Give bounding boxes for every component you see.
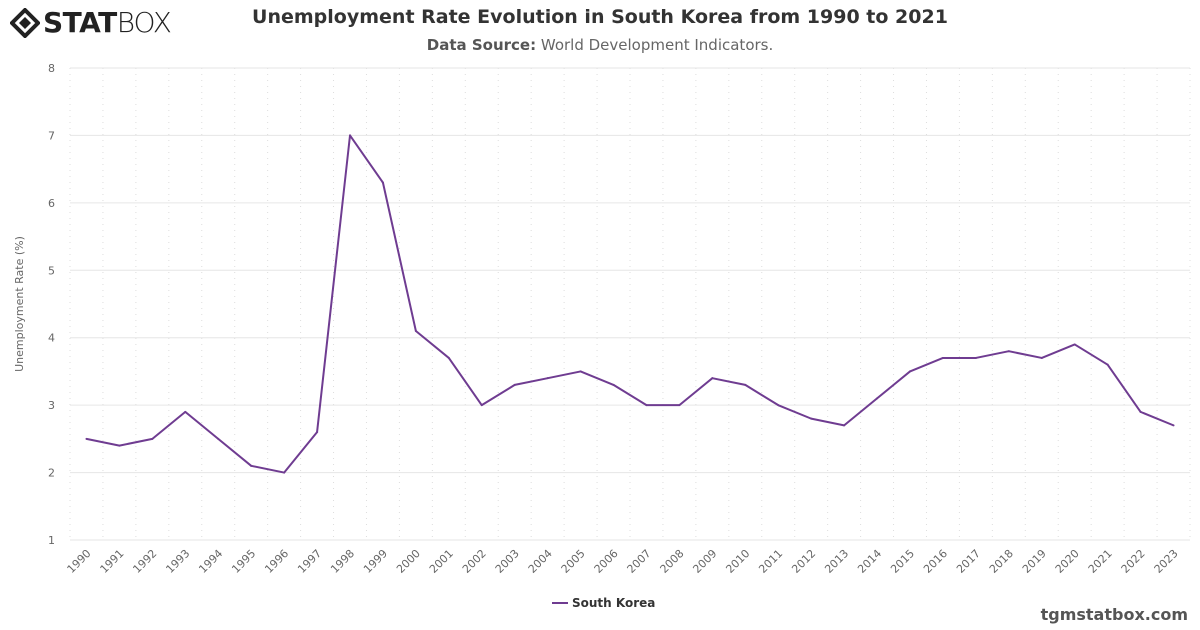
series-line [86, 134, 1174, 474]
data-point [1007, 350, 1010, 353]
x-tick-label: 1999 [361, 547, 390, 576]
x-tick-label: 2010 [723, 547, 752, 576]
y-tick-label: 3 [48, 399, 55, 412]
x-tick-label: 2019 [1020, 547, 1049, 576]
logo-text-light: BOX [116, 6, 172, 39]
x-tick-label: 2016 [921, 547, 950, 576]
x-tick-label: 2006 [592, 547, 621, 576]
x-tick-label: 2012 [789, 547, 818, 576]
x-tick-label: 2009 [690, 547, 719, 576]
x-tick-label: 2023 [1152, 547, 1181, 576]
subtitle-label: Data Source: [426, 36, 537, 54]
data-point [447, 356, 450, 359]
y-tick-label: 2 [48, 467, 55, 480]
data-point [184, 410, 187, 413]
data-point [151, 437, 154, 440]
x-tick-label: 2003 [493, 547, 522, 576]
x-tick-label: 2022 [1119, 547, 1148, 576]
x-tick-label: 1991 [98, 547, 127, 576]
x-tick-label: 2007 [625, 547, 654, 576]
data-point [1139, 410, 1142, 413]
data-point [744, 383, 747, 386]
data-point [414, 329, 417, 332]
data-point [1040, 356, 1043, 359]
data-point [118, 444, 121, 447]
x-tick-label: 2001 [427, 547, 456, 576]
data-point [909, 370, 911, 373]
y-tick-label: 1 [48, 534, 55, 547]
y-tick-label: 7 [48, 129, 55, 142]
subtitle-value: World Development Indicators. [540, 36, 774, 54]
logo-text-bold: STAT [43, 6, 117, 39]
x-tick-label: 1998 [328, 547, 357, 576]
data-point [480, 404, 483, 407]
x-tick-label: 2000 [394, 547, 423, 576]
y-tick-label: 6 [48, 197, 55, 210]
y-tick-label: 4 [48, 332, 55, 345]
data-point [513, 383, 516, 386]
chart-subtitle: Data Source: World Development Indicator… [0, 36, 1200, 54]
x-tick-label: 1993 [163, 547, 192, 576]
data-point [810, 417, 813, 420]
x-tick-label: 1996 [262, 547, 291, 576]
statbox-logo: STAT BOX [10, 6, 172, 39]
data-point [283, 471, 286, 474]
data-point [876, 397, 879, 400]
x-tick-label: 2015 [888, 547, 917, 576]
data-point [1073, 343, 1076, 346]
data-point [349, 134, 351, 137]
x-tick-label: 2008 [658, 547, 687, 576]
x-tick-label: 2018 [987, 547, 1016, 576]
x-tick-label: 2014 [855, 547, 884, 576]
x-tick-label: 1990 [65, 547, 94, 576]
y-axis-label: Unemployment Rate (%) [13, 236, 26, 372]
data-point [612, 383, 615, 386]
x-tick-label: 2004 [526, 547, 555, 576]
x-tick-label: 2011 [756, 547, 785, 576]
x-tick-label: 2005 [559, 547, 588, 576]
legend-label: South Korea [572, 596, 655, 610]
x-tick-label: 1997 [295, 547, 324, 576]
footer-site: tgmstatbox.com [1040, 605, 1188, 624]
data-point [777, 404, 780, 407]
y-tick-label: 8 [48, 62, 55, 75]
x-tick-label: 2013 [822, 547, 851, 576]
data-point [974, 356, 977, 359]
data-point [217, 437, 220, 440]
diamond-logo-icon [10, 7, 40, 38]
x-tick-label: 2017 [954, 547, 983, 576]
y-tick-label: 5 [48, 264, 55, 277]
x-tick-label: 1995 [229, 547, 258, 576]
data-point [941, 356, 944, 359]
data-point [1172, 424, 1175, 427]
data-point [579, 370, 582, 373]
x-tick-label: 1994 [196, 547, 225, 576]
data-point [85, 437, 88, 440]
data-point [250, 464, 253, 467]
x-tick-label: 2020 [1053, 547, 1082, 576]
x-tick-label: 2021 [1086, 547, 1115, 576]
data-point [645, 404, 648, 407]
data-point [711, 377, 714, 380]
data-point [381, 181, 384, 184]
data-point [316, 431, 319, 434]
data-point [1106, 363, 1109, 366]
x-tick-label: 1992 [130, 547, 159, 576]
x-tick-label: 2002 [460, 547, 489, 576]
data-point [546, 377, 549, 380]
data-point [678, 404, 681, 407]
data-point [843, 424, 846, 427]
chart-title: Unemployment Rate Evolution in South Kor… [252, 6, 948, 28]
